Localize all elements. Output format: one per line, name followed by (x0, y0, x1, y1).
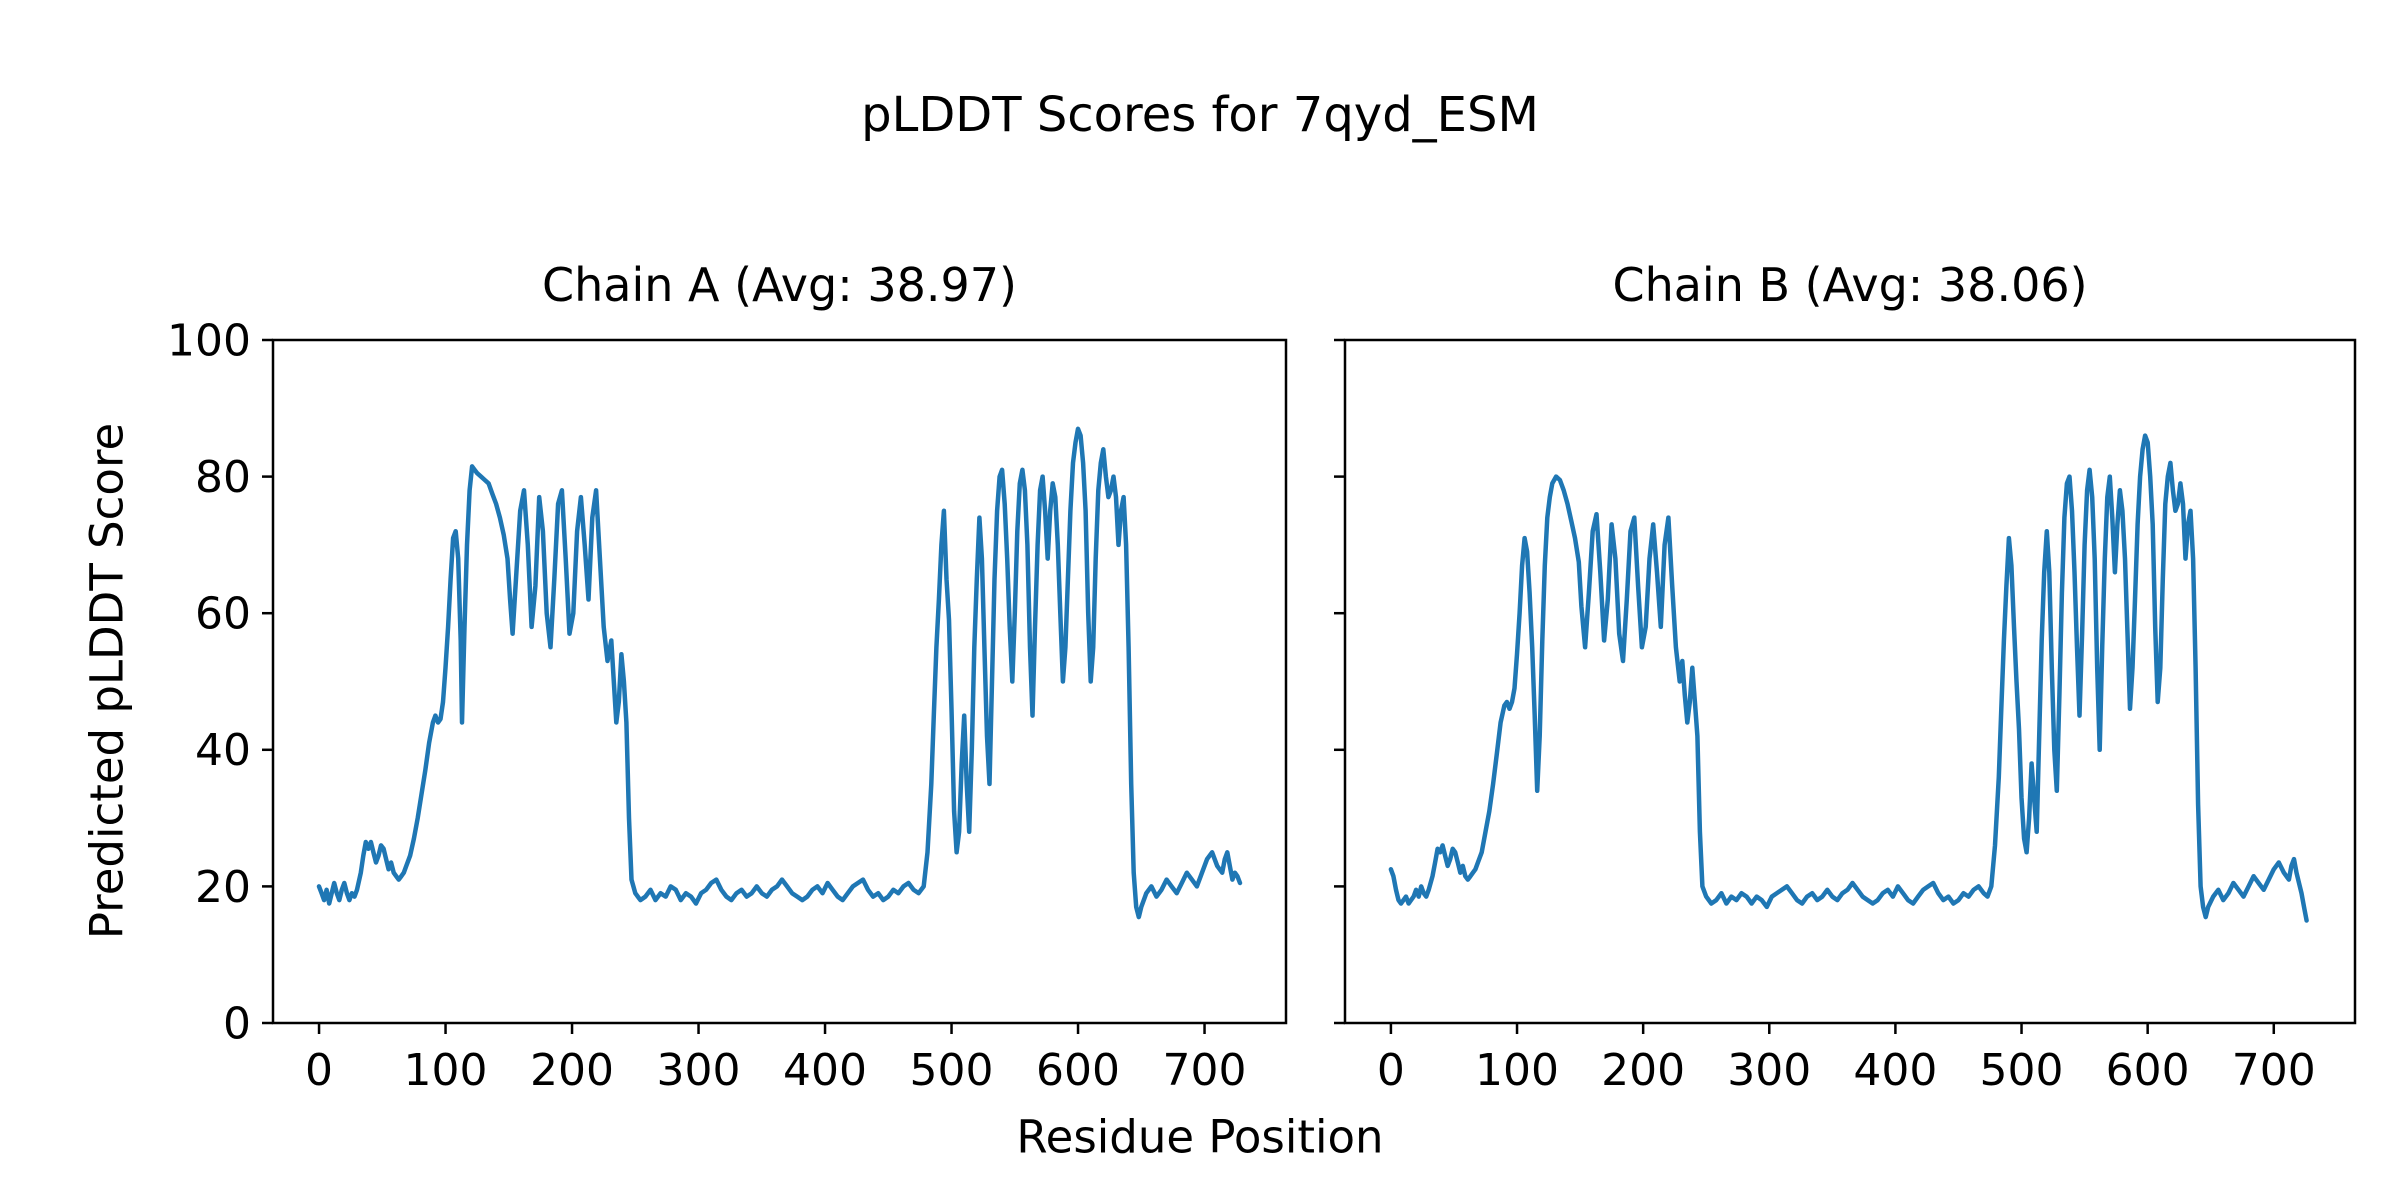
svg-text:0: 0 (1377, 1045, 1405, 1096)
figure-title: pLDDT Scores for 7qyd_ESM (861, 87, 1539, 143)
svg-text:80: 80 (195, 452, 251, 503)
svg-text:100: 100 (167, 315, 251, 366)
svg-text:700: 700 (1163, 1045, 1247, 1096)
svg-text:60: 60 (195, 589, 251, 640)
x-axis-label: Residue Position (1016, 1110, 1384, 1164)
chain-a-plot-area: 0 100 200 300 400 500 600 700 0 20 40 60 80 100 (167, 315, 1288, 1096)
svg-text:600: 600 (1036, 1045, 1120, 1096)
svg-text:200: 200 (1601, 1045, 1685, 1096)
svg-text:300: 300 (657, 1045, 741, 1096)
svg-text:500: 500 (1980, 1045, 2064, 1096)
svg-text:400: 400 (783, 1045, 867, 1096)
svg-text:100: 100 (1475, 1045, 1559, 1096)
svg-text:700: 700 (2232, 1045, 2316, 1096)
svg-text:0: 0 (223, 998, 251, 1049)
svg-text:40: 40 (195, 725, 251, 776)
svg-text:400: 400 (1853, 1045, 1937, 1096)
svg-text:200: 200 (530, 1045, 614, 1096)
svg-text:600: 600 (2106, 1045, 2190, 1096)
svg-text:300: 300 (1727, 1045, 1811, 1096)
chain-b-plot-area: 0 100 200 300 400 500 600 700 (1334, 338, 2357, 1096)
svg-text:500: 500 (910, 1045, 994, 1096)
svg-text:0: 0 (305, 1045, 333, 1096)
chain-a-subplot-title: Chain A (Avg: 38.97) (541, 258, 1017, 312)
chain-b-subplot-title: Chain B (Avg: 38.06) (1612, 258, 2088, 312)
y-axis-label: Predicted pLDDT Score (80, 422, 134, 940)
svg-text:20: 20 (195, 862, 251, 913)
svg-text:100: 100 (404, 1045, 488, 1096)
